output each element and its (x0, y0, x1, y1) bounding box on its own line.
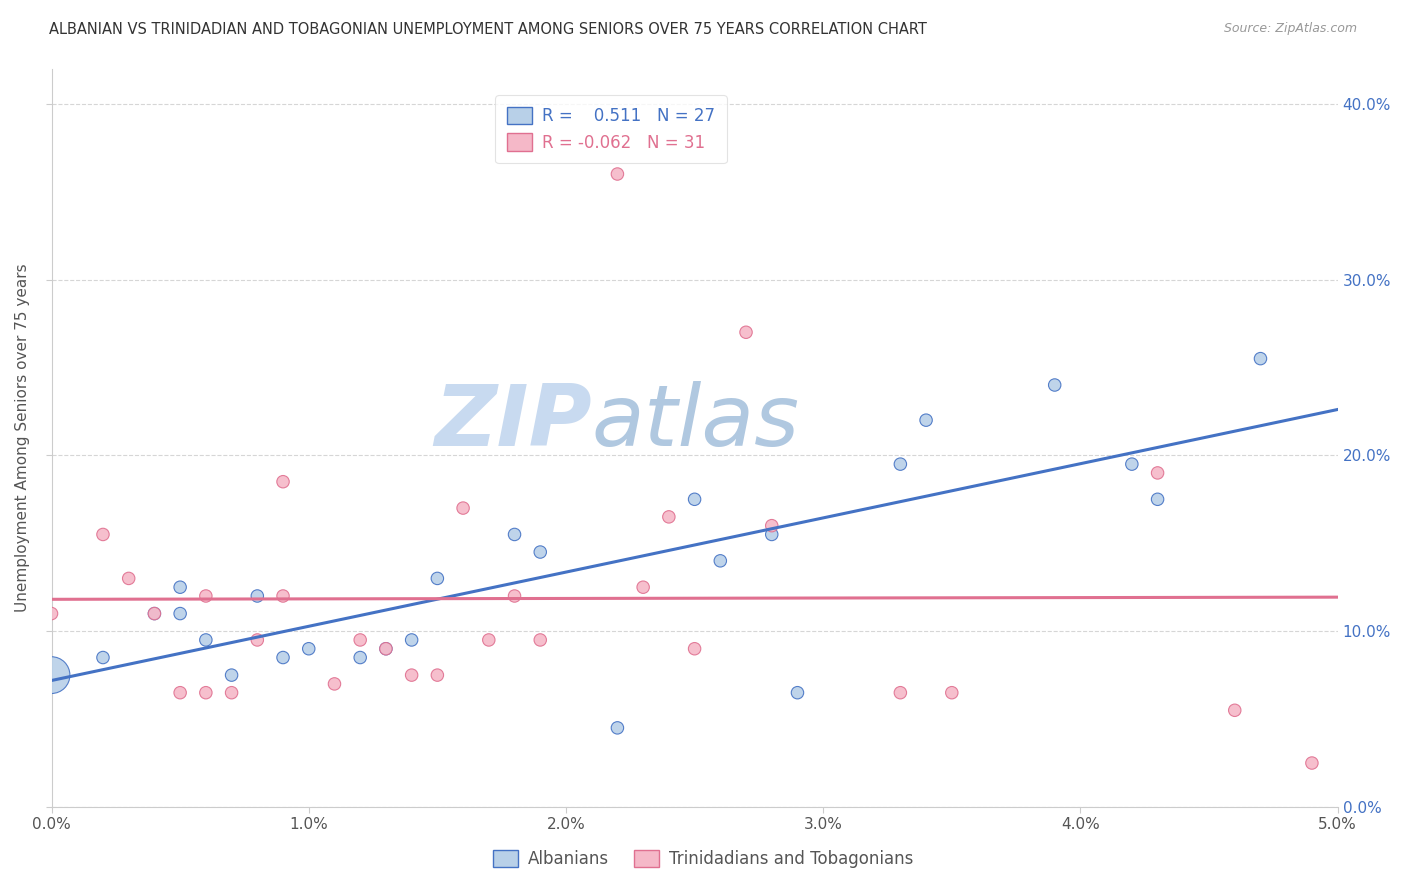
Point (169, 580, 191, 594)
Point (426, 571, 449, 585)
Point (169, 607, 191, 621)
Point (298, 641, 321, 656)
Point (761, 527, 783, 541)
Point (941, 686, 963, 700)
Point (1223, 703, 1246, 717)
Point (349, 650, 371, 665)
Point (169, 686, 191, 700)
Point (451, 501, 474, 516)
Point (658, 509, 681, 524)
Point (503, 589, 526, 603)
Point (401, 668, 423, 682)
Point (709, 554, 731, 568)
Point (221, 686, 243, 700)
Text: atlas: atlas (592, 382, 800, 465)
Point (194, 686, 217, 700)
Point (401, 632, 423, 647)
Point (221, 668, 243, 682)
Point (374, 641, 396, 656)
Point (374, 641, 396, 656)
Point (41, 607, 63, 621)
Point (271, 589, 294, 603)
Point (323, 677, 346, 691)
Point (503, 527, 526, 541)
Point (735, 325, 758, 339)
Y-axis label: Unemployment Among Seniors over 75 years: Unemployment Among Seniors over 75 years (15, 263, 30, 612)
Point (194, 589, 217, 603)
Point (915, 413, 938, 427)
Point (786, 686, 808, 700)
Point (1043, 378, 1066, 392)
Point (1146, 466, 1168, 480)
Point (889, 457, 911, 471)
Legend: R =    0.511   N = 27, R = -0.062   N = 31: R = 0.511 N = 27, R = -0.062 N = 31 (495, 95, 727, 163)
Point (246, 589, 269, 603)
Point (194, 632, 217, 647)
Point (889, 686, 911, 700)
Point (41, 668, 63, 682)
Legend: Albanians, Trinidadians and Tobagonians: Albanians, Trinidadians and Tobagonians (486, 843, 920, 875)
Point (271, 475, 294, 489)
Point (349, 632, 371, 647)
Point (426, 668, 449, 682)
Point (1121, 457, 1143, 471)
Text: ZIP: ZIP (434, 382, 592, 465)
Point (683, 492, 706, 507)
Point (478, 632, 501, 647)
Point (529, 545, 551, 559)
Point (1301, 756, 1323, 770)
Point (631, 580, 654, 594)
Text: Source: ZipAtlas.com: Source: ZipAtlas.com (1223, 22, 1357, 36)
Point (761, 518, 783, 533)
Point (91, 650, 114, 665)
Point (606, 167, 628, 181)
Text: ALBANIAN VS TRINIDADIAN AND TOBAGONIAN UNEMPLOYMENT AMONG SENIORS OVER 75 YEARS : ALBANIAN VS TRINIDADIAN AND TOBAGONIAN U… (49, 22, 927, 37)
Point (91, 527, 114, 541)
Point (246, 632, 269, 647)
Point (143, 607, 166, 621)
Point (118, 571, 141, 585)
Point (143, 607, 166, 621)
Point (1146, 492, 1168, 507)
Point (1249, 351, 1271, 366)
Point (606, 721, 628, 735)
Point (683, 641, 706, 656)
Point (271, 650, 294, 665)
Point (529, 632, 551, 647)
